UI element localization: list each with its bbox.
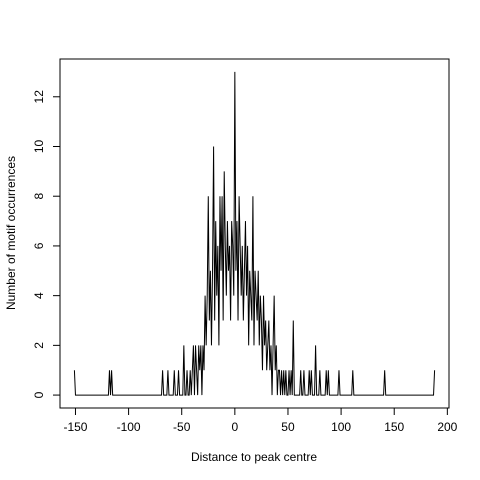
y-tick-label: 10 [32,140,46,154]
x-tick-label: 0 [232,420,239,434]
x-tick-label: 150 [384,420,404,434]
y-axis-label: Number of motif occurrences [4,156,18,310]
y-tick-label: 6 [32,242,46,249]
x-tick-label: -150 [63,420,87,434]
y-tick-label: 2 [32,342,46,349]
x-tick-label: -50 [173,420,191,434]
data-line [73,71,436,396]
x-axis-label: Distance to peak centre [191,450,317,464]
x-tick-label: 50 [281,420,295,434]
y-tick-label: 8 [32,193,46,200]
plot-frame [59,58,450,409]
y-tick-label: 4 [32,292,46,299]
y-tick-label: 12 [32,90,46,104]
x-tick-label: 100 [331,420,351,434]
x-tick-label: 200 [437,420,457,434]
x-tick-label: -100 [117,420,141,434]
y-tick-label: 0 [32,391,46,398]
